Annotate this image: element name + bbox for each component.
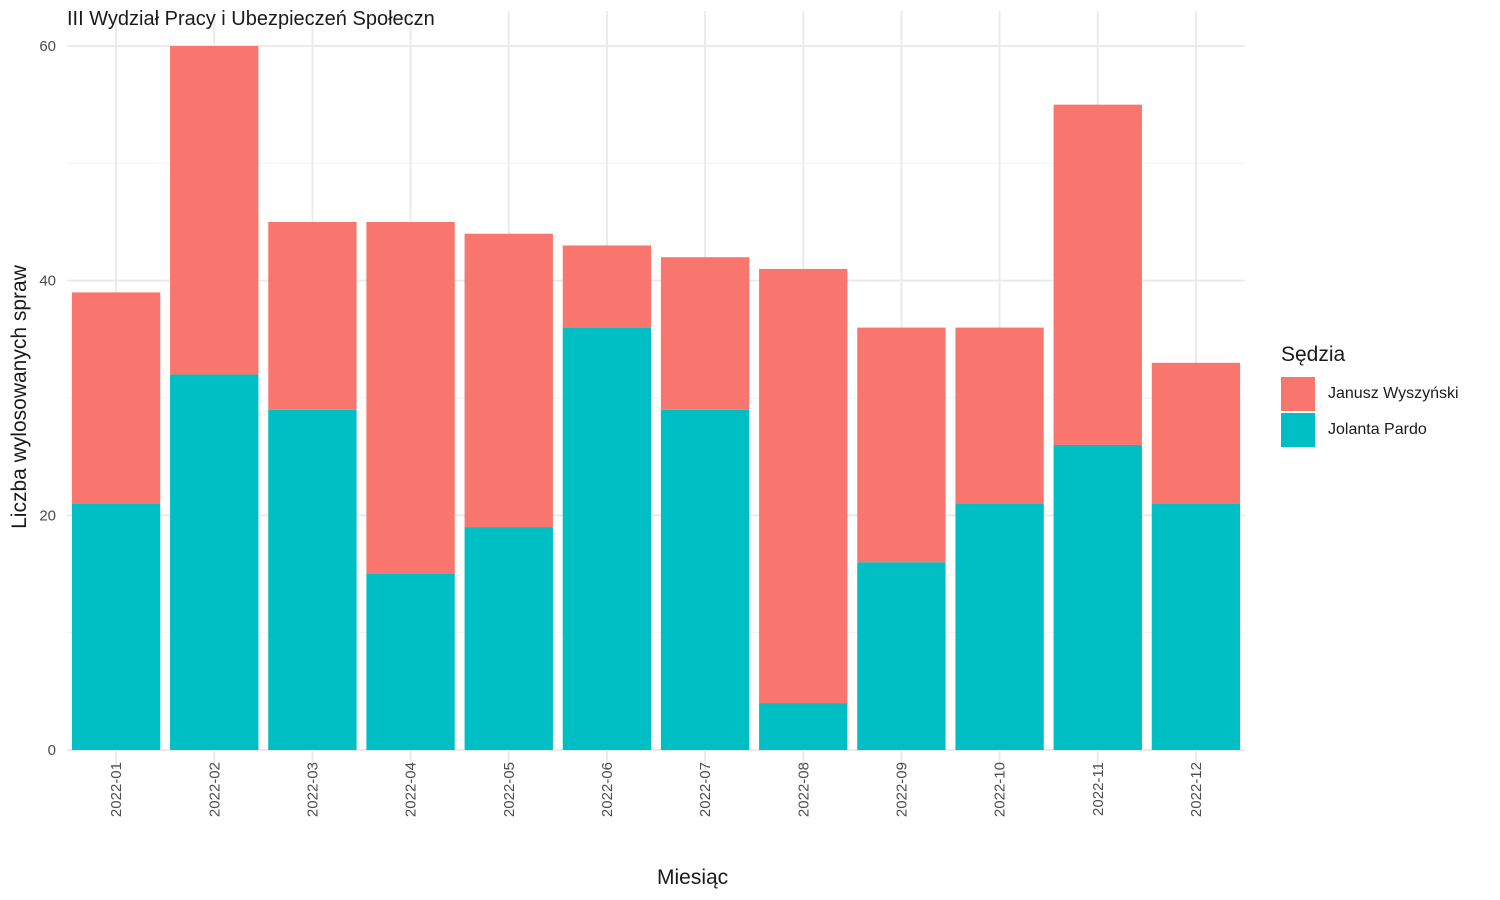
legend-item: Janusz Wyszyński [1281,377,1459,411]
legend-title: Sędzia [1281,343,1346,366]
bar-segment [1053,444,1142,750]
bar-segment [268,222,357,410]
bar-segment [857,327,946,563]
chart-title: III Wydział Pracy i Ubezpieczeń Społeczn [67,8,435,30]
bar-segment [1151,362,1241,504]
legend-swatch-janusz [1281,377,1315,411]
legend-swatch-jolanta [1281,413,1315,447]
bar-segment [759,703,848,750]
y-tick-label: 20 [39,507,56,524]
bar-segment [1151,503,1241,750]
x-tick-label: 2022-03 [304,762,321,817]
bar-segment [759,268,848,704]
bar-segment [660,409,750,750]
bar-segment [464,527,553,750]
legend-item: Jolanta Pardo [1281,413,1459,447]
legend: Sędzia Janusz Wyszyński Jolanta Pardo [1281,343,1459,449]
y-tick-label: 40 [39,273,56,290]
x-tick-label: 2022-01 [108,762,125,817]
bar-segment [464,233,553,528]
y-axis-label: Liczba wylosowanych spraw [8,265,31,529]
bars [71,46,1241,750]
y-tick-label: 60 [39,38,56,55]
x-axis-label: Miesiąc [657,866,729,889]
x-tick-label: 2022-11 [1090,762,1107,816]
x-tick-label: 2022-12 [1188,762,1205,817]
legend-label: Janusz Wyszyński [1328,385,1459,402]
x-tick-label: 2022-08 [795,762,812,817]
bar-segment [71,503,161,750]
bar-segment [268,409,357,750]
x-tick-label: 2022-07 [697,762,714,817]
bar-segment [660,257,750,410]
legend-label: Jolanta Pardo [1328,421,1427,438]
bar-segment [562,327,652,750]
x-tick-label: 2022-10 [992,762,1009,817]
x-tick-label: 2022-04 [403,762,420,817]
bar-segment [857,562,946,750]
y-tick-labels: 0 20 40 60 [39,38,56,759]
bar-segment [1053,104,1142,445]
bar-segment [955,327,1044,504]
bar-segment [71,292,161,504]
x-tick-label: 2022-02 [206,762,223,817]
bar-segment [955,503,1044,750]
bar-segment [366,222,455,574]
bar-segment [170,46,259,375]
x-tick-label: 2022-05 [501,762,518,817]
x-tick-label: 2022-06 [599,762,616,817]
y-tick-label: 0 [48,742,56,759]
bar-segment [562,245,652,328]
x-tick-labels: 2022-01 2022-02 2022-03 2022-04 2022-05 2022-… [108,762,1205,817]
bar-segment [170,374,259,750]
x-tick-label: 2022-09 [893,762,910,817]
bar-segment [366,574,455,750]
